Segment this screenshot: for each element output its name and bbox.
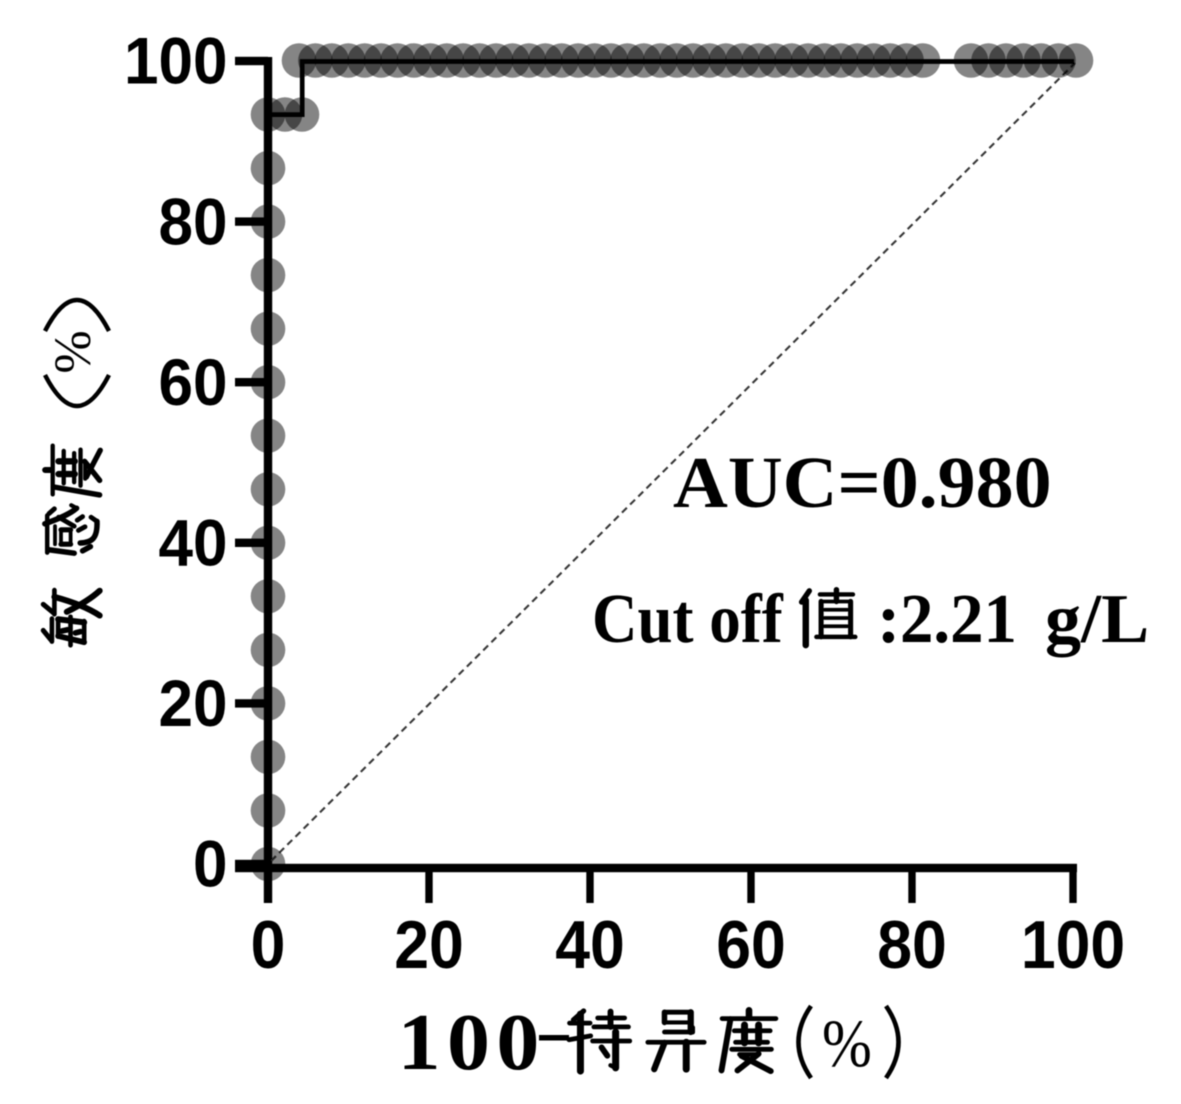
svg-text:2.21: 2.21	[900, 580, 1017, 658]
svg-text:100: 100	[398, 998, 546, 1087]
svg-text::: :	[877, 581, 900, 658]
svg-text:40: 40	[555, 907, 625, 983]
svg-text:0: 0	[251, 907, 286, 983]
svg-text:AUC=0.980: AUC=0.980	[673, 443, 1052, 523]
svg-text:g/L: g/L	[1045, 581, 1149, 658]
svg-text:80: 80	[877, 907, 947, 983]
svg-text:%: %	[45, 330, 102, 373]
svg-text:80: 80	[158, 185, 227, 259]
svg-text:100: 100	[1021, 907, 1125, 983]
svg-text:0: 0	[193, 827, 228, 901]
svg-text:20: 20	[394, 907, 464, 983]
svg-text:40: 40	[158, 506, 227, 580]
svg-text:%: %	[822, 1005, 872, 1080]
svg-text:Cut off: Cut off	[592, 581, 783, 658]
svg-text:20: 20	[158, 666, 227, 740]
svg-text:100: 100	[124, 24, 228, 98]
svg-text:60: 60	[158, 345, 227, 419]
svg-text:60: 60	[716, 907, 786, 983]
